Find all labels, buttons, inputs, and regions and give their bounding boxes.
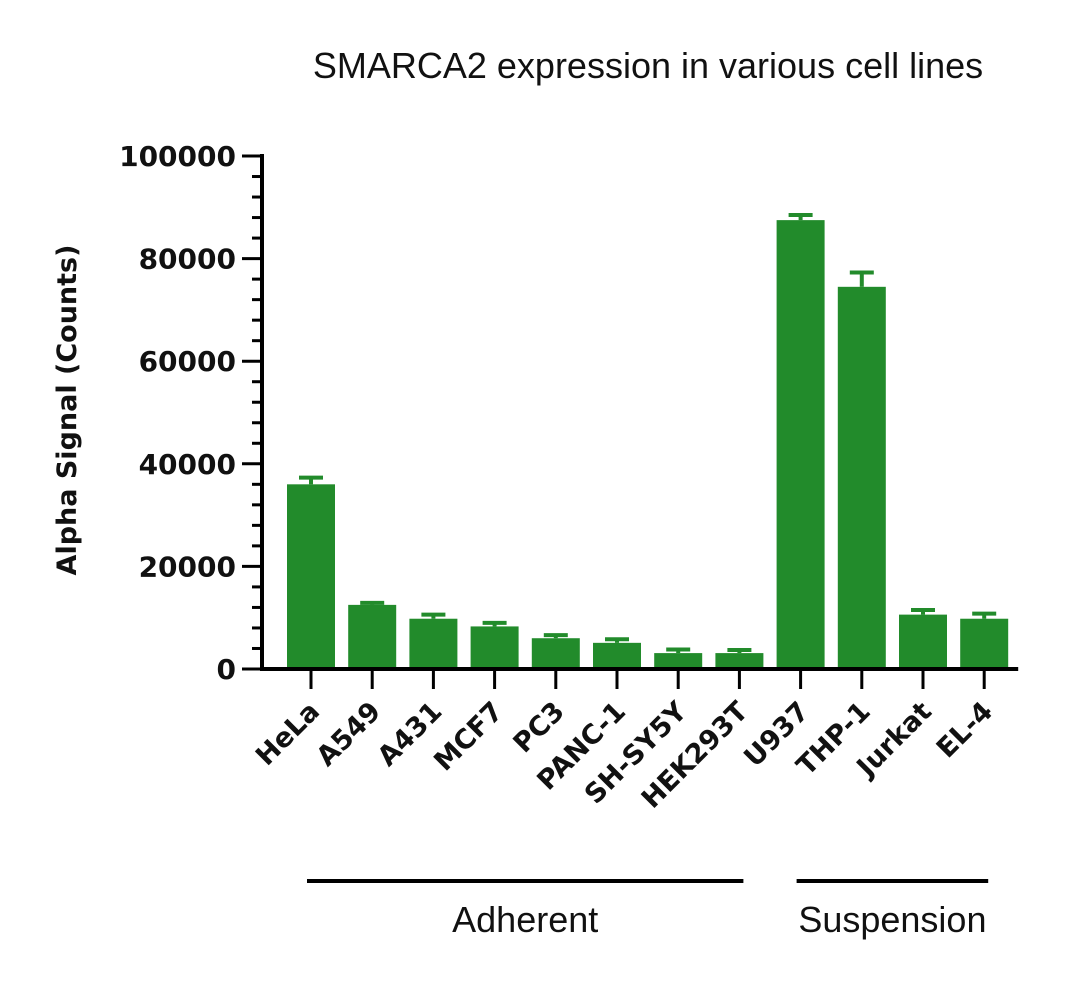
bar-pc3 (531, 638, 580, 669)
x-tick-label: A549 (311, 696, 388, 773)
y-tick-label: 80000 (139, 243, 236, 276)
bar-hek293t (715, 653, 764, 669)
bar-panc-1 (593, 642, 641, 669)
bar-mcf7 (470, 626, 519, 669)
x-tick-label: HeLa (250, 696, 326, 772)
bars-layer (287, 220, 1009, 669)
bar-u937 (776, 220, 825, 669)
y-tick-label: 0 (217, 653, 236, 686)
x-tick-label: MCF7 (428, 696, 509, 777)
y-tick-label: 20000 (139, 550, 236, 583)
error-bar-pc3 (543, 633, 568, 639)
y-tick-label: 60000 (139, 345, 236, 378)
bar-sh-sy5y (654, 653, 703, 669)
axes (242, 154, 1019, 689)
bar-jurkat (899, 614, 947, 669)
error-bars-layer (299, 212, 997, 654)
chart-title: SMARCA2 expression in various cell lines (313, 45, 983, 86)
y-tick-label: 40000 (139, 448, 236, 481)
error-bar-a549 (360, 600, 385, 605)
bar-hela (287, 484, 335, 669)
error-bar-sh-sy5y (666, 647, 691, 654)
error-bar-mcf7 (482, 620, 507, 627)
bar-a431 (409, 618, 458, 669)
error-bar-el-4 (972, 611, 997, 619)
bar-a549 (348, 604, 397, 669)
error-bar-panc-1 (605, 637, 629, 643)
error-bar-jurkat (911, 608, 935, 615)
error-bar-hek293t (727, 648, 752, 654)
error-bar-hela (299, 475, 323, 485)
group-label-adherent: Adherent (452, 899, 598, 940)
x-tick-label: EL-4 (931, 696, 999, 764)
group-label-suspension: Suspension (798, 899, 986, 940)
y-tick-label: 100000 (119, 140, 236, 173)
group-brackets: Adherent Suspension (307, 879, 989, 940)
y-axis-label: Alpha Signal (Counts) (52, 245, 83, 576)
bar-thp-1 (837, 286, 886, 669)
error-bar-a431 (421, 612, 446, 619)
error-bar-thp-1 (849, 270, 874, 287)
bar-el-4 (960, 618, 1009, 669)
error-bar-u937 (788, 212, 813, 221)
